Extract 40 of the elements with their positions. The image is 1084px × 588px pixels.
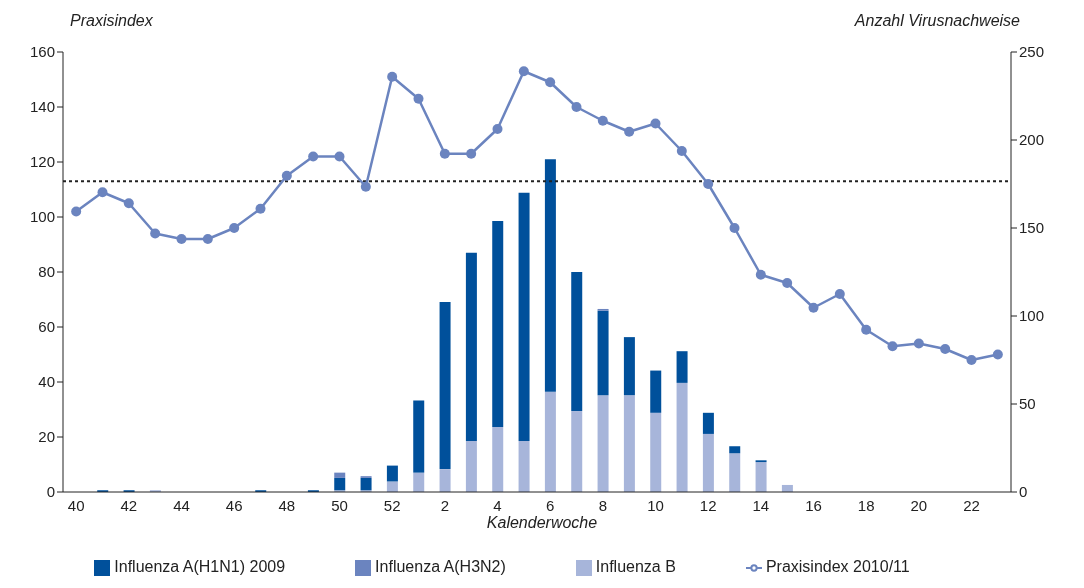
x-tick-label: 50 xyxy=(331,496,348,514)
x-tick-label: 14 xyxy=(752,496,770,514)
y2-tick-label: 50 xyxy=(1019,395,1036,413)
y2-tick-label: 250 xyxy=(1019,43,1045,61)
y-tick-label: 100 xyxy=(29,208,55,226)
y-tick-label: 20 xyxy=(38,428,55,446)
y-tick-label: 160 xyxy=(29,43,55,61)
x-tick-label: 22 xyxy=(963,496,980,514)
x-tick-label: 2 xyxy=(440,496,450,514)
y-axis-title: Praxisindex xyxy=(70,12,153,30)
y2-tick-label: 150 xyxy=(1019,219,1045,237)
y-tick-label: 60 xyxy=(38,318,55,336)
y-tick-label: 120 xyxy=(29,153,55,171)
y-tick-label: 0 xyxy=(46,483,55,501)
y2-axis-title: Anzahl Virusnachweise xyxy=(854,12,1020,30)
legend-label: Influenza A(H1N1) 2009 xyxy=(114,558,286,575)
x-tick-label: 12 xyxy=(699,496,717,514)
y2-tick-label: 200 xyxy=(1019,131,1045,149)
x-tick-label: 42 xyxy=(120,496,138,514)
x-tick-label: 16 xyxy=(805,496,822,514)
x-tick-label: 52 xyxy=(383,496,401,514)
x-axis-title: Kalenderwoche xyxy=(485,514,599,532)
x-tick-label: 46 xyxy=(225,496,243,514)
x-tick-label: 4 xyxy=(493,496,502,514)
legend-label: Influenza B xyxy=(595,558,676,575)
y-tick-label: 40 xyxy=(38,373,55,391)
x-tick-label: 40 xyxy=(67,496,85,514)
y-tick-label: 140 xyxy=(29,98,55,116)
x-tick-label: 20 xyxy=(910,496,928,514)
x-tick-label: 10 xyxy=(647,496,664,514)
x-tick-label: 6 xyxy=(545,496,555,514)
y2-tick-label: 0 xyxy=(1019,483,1028,501)
y-tick-label: 80 xyxy=(38,263,55,281)
x-tick-label: 18 xyxy=(857,496,875,514)
y2-tick-label: 100 xyxy=(1019,307,1045,325)
x-tick-label: 48 xyxy=(278,496,296,514)
x-tick-label: 44 xyxy=(173,496,190,514)
x-tick-label: 8 xyxy=(598,496,608,514)
legend-label: Influenza A(H3N2) xyxy=(375,558,506,575)
legend-label: Praxisindex 2010/11 xyxy=(765,558,910,575)
